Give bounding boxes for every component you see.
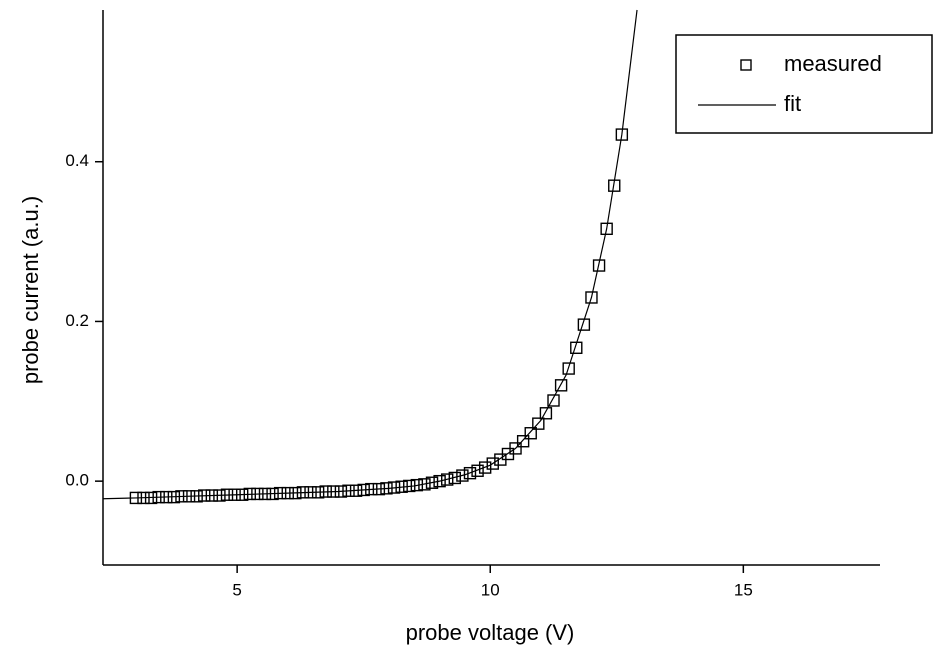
data-point [410, 478, 424, 492]
data-point [425, 476, 439, 489]
y-axis-label: probe current (a.u.) [18, 196, 43, 384]
data-point [509, 442, 522, 455]
data-point [456, 469, 469, 482]
data-point [471, 464, 484, 477]
data-point [585, 291, 598, 304]
y-tick-label: 0.0 [65, 471, 89, 490]
data-point [547, 394, 560, 407]
data-point [478, 461, 492, 474]
data-point [433, 474, 446, 488]
data-point [441, 473, 454, 486]
x-tick-label: 15 [734, 580, 753, 599]
data-point [448, 471, 462, 485]
x-axis-label: probe voltage (V) [406, 620, 575, 645]
data-point [592, 259, 606, 272]
x-tick-label: 5 [232, 580, 241, 599]
data-point [600, 222, 613, 236]
data-point [615, 128, 629, 141]
plot-area [103, 9, 638, 505]
data-point [562, 362, 575, 375]
legend-label: fit [784, 91, 801, 116]
data-point [516, 435, 530, 448]
data-point [524, 427, 537, 440]
y-tick-label: 0.2 [65, 311, 89, 330]
x-tick-label: 10 [481, 580, 500, 599]
data-point [486, 457, 499, 470]
legend-marker [740, 59, 752, 71]
data-point [418, 478, 431, 491]
data-point [539, 407, 553, 420]
data-point [532, 417, 545, 430]
data-point [463, 466, 477, 480]
data-point [554, 379, 568, 392]
y-tick-label: 0.4 [65, 151, 89, 170]
fit-line [103, 9, 638, 500]
legend-box [675, 34, 933, 134]
legend-label: measured [784, 51, 882, 76]
